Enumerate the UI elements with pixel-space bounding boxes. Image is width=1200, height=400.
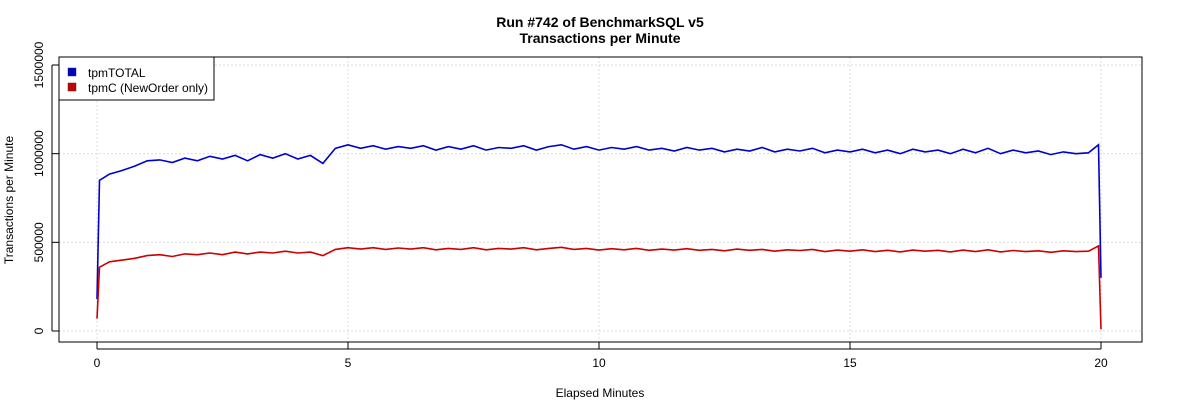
series-line-tpmtotal [96,143,1102,300]
chart-title: Run #742 of BenchmarkSQL v5 [496,14,704,30]
y-axis-label: Transactions per Minute [2,136,16,265]
x-tick-label: 20 [1094,356,1108,370]
y-tick-label: 1500000 [32,41,46,88]
x-tick-label: 0 [94,356,101,370]
legend-box [58,56,215,101]
y-tick-label: 1000000 [32,130,46,177]
plot-frame [58,56,1143,343]
x-tick-label: 5 [345,356,352,370]
x-tick-label: 15 [843,356,857,370]
x-tick-label: 10 [592,356,606,370]
legend-label-tpmc: tpmC (NewOrder only) [88,81,208,95]
legend: tpmTOTAL tpmC (NewOrder only) [58,56,215,101]
legend-label-tpmtotal: tpmTOTAL [88,66,146,80]
y-tick-label: 0 [32,327,46,334]
series-line-tpmc [96,244,1102,330]
x-axis-label: Elapsed Minutes [556,386,645,400]
chart-subtitle: Transactions per Minute [519,30,680,46]
legend-swatch-tpmtotal [67,67,77,77]
legend-swatch-tpmc [67,82,77,92]
y-tick-label: 500000 [32,222,46,262]
